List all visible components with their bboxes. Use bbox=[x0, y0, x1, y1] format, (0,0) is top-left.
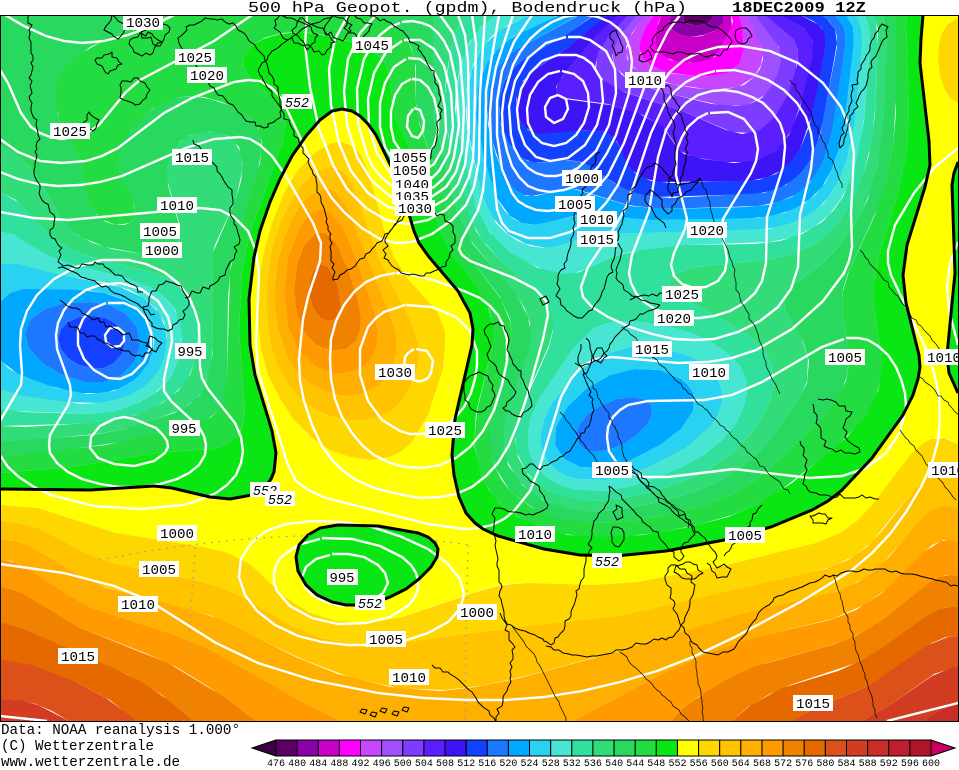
svg-text:1025: 1025 bbox=[428, 424, 462, 440]
svg-text:528: 528 bbox=[542, 759, 560, 770]
svg-text:www.wetterzentrale.de: www.wetterzentrale.de bbox=[1, 754, 180, 770]
svg-text:476: 476 bbox=[267, 759, 285, 770]
svg-text:1005: 1005 bbox=[558, 198, 592, 214]
svg-text:512: 512 bbox=[457, 759, 475, 770]
svg-text:1000: 1000 bbox=[565, 172, 599, 188]
svg-text:1005: 1005 bbox=[595, 464, 629, 480]
svg-text:1025: 1025 bbox=[665, 288, 699, 304]
svg-text:Data: NOAA reanalysis 1.000°: Data: NOAA reanalysis 1.000° bbox=[1, 722, 240, 739]
svg-text:536: 536 bbox=[584, 759, 602, 770]
svg-text:1010: 1010 bbox=[927, 351, 959, 367]
svg-text:596: 596 bbox=[901, 759, 919, 770]
svg-text:584: 584 bbox=[837, 759, 855, 770]
svg-text:552: 552 bbox=[268, 493, 292, 509]
svg-text:580: 580 bbox=[816, 759, 834, 770]
svg-text:1020: 1020 bbox=[657, 312, 691, 328]
svg-text:492: 492 bbox=[351, 759, 369, 770]
svg-text:544: 544 bbox=[626, 759, 644, 770]
svg-text:548: 548 bbox=[647, 759, 665, 770]
svg-text:1030: 1030 bbox=[378, 366, 412, 382]
svg-text:995: 995 bbox=[178, 345, 203, 361]
svg-text:1000: 1000 bbox=[160, 527, 194, 543]
svg-text:480: 480 bbox=[288, 759, 306, 770]
svg-text:1000: 1000 bbox=[145, 244, 179, 260]
svg-text:1015: 1015 bbox=[61, 650, 95, 666]
svg-text:1005: 1005 bbox=[142, 563, 176, 579]
svg-text:1010: 1010 bbox=[392, 671, 426, 687]
svg-text:1020: 1020 bbox=[690, 224, 724, 240]
svg-text:1010: 1010 bbox=[121, 598, 155, 614]
svg-text:1000: 1000 bbox=[460, 606, 494, 622]
svg-text:1005: 1005 bbox=[728, 529, 762, 545]
svg-text:18DEC2009 12Z: 18DEC2009 12Z bbox=[732, 0, 866, 17]
svg-text:1015: 1015 bbox=[635, 343, 669, 359]
svg-text:524: 524 bbox=[520, 759, 538, 770]
svg-text:1020: 1020 bbox=[190, 69, 224, 85]
svg-text:552: 552 bbox=[285, 96, 309, 112]
svg-text:(C) Wetterzentrale: (C) Wetterzentrale bbox=[1, 738, 154, 755]
svg-text:600: 600 bbox=[922, 759, 940, 770]
svg-text:1005: 1005 bbox=[369, 633, 403, 649]
svg-text:552: 552 bbox=[358, 597, 382, 613]
svg-text:1010: 1010 bbox=[160, 199, 194, 215]
svg-text:564: 564 bbox=[732, 759, 750, 770]
svg-text:500 hPa Geopot. (gpdm), Bodend: 500 hPa Geopot. (gpdm), Bodendruck (hPa) bbox=[248, 0, 687, 17]
svg-text:1010: 1010 bbox=[692, 366, 726, 382]
svg-text:1010: 1010 bbox=[580, 213, 614, 229]
svg-text:576: 576 bbox=[795, 759, 813, 770]
svg-text:500: 500 bbox=[394, 759, 412, 770]
svg-text:588: 588 bbox=[859, 759, 877, 770]
svg-text:484: 484 bbox=[309, 759, 327, 770]
svg-text:520: 520 bbox=[499, 759, 517, 770]
svg-text:1025: 1025 bbox=[53, 125, 87, 141]
svg-text:540: 540 bbox=[605, 759, 623, 770]
svg-text:1015: 1015 bbox=[580, 233, 614, 249]
svg-text:1015: 1015 bbox=[796, 697, 830, 713]
svg-text:572: 572 bbox=[774, 759, 792, 770]
svg-text:1045: 1045 bbox=[355, 39, 389, 55]
svg-text:552: 552 bbox=[595, 555, 619, 571]
svg-text:1030: 1030 bbox=[398, 202, 432, 218]
svg-text:1025: 1025 bbox=[178, 51, 212, 67]
svg-text:1010: 1010 bbox=[931, 464, 959, 480]
svg-text:1005: 1005 bbox=[143, 225, 177, 241]
svg-text:508: 508 bbox=[436, 759, 454, 770]
svg-text:560: 560 bbox=[711, 759, 729, 770]
svg-text:1010: 1010 bbox=[518, 528, 552, 544]
svg-text:1015: 1015 bbox=[175, 151, 209, 167]
svg-text:1030: 1030 bbox=[126, 16, 160, 32]
svg-text:995: 995 bbox=[330, 571, 355, 587]
svg-text:995: 995 bbox=[172, 422, 197, 438]
svg-text:532: 532 bbox=[563, 759, 581, 770]
svg-text:592: 592 bbox=[880, 759, 898, 770]
svg-text:1010: 1010 bbox=[628, 74, 662, 90]
svg-text:568: 568 bbox=[753, 759, 771, 770]
svg-text:488: 488 bbox=[330, 759, 348, 770]
svg-text:516: 516 bbox=[478, 759, 496, 770]
svg-text:496: 496 bbox=[373, 759, 391, 770]
svg-text:1005: 1005 bbox=[828, 351, 862, 367]
svg-text:504: 504 bbox=[415, 759, 433, 770]
svg-text:552: 552 bbox=[668, 759, 686, 770]
svg-text:556: 556 bbox=[690, 759, 708, 770]
